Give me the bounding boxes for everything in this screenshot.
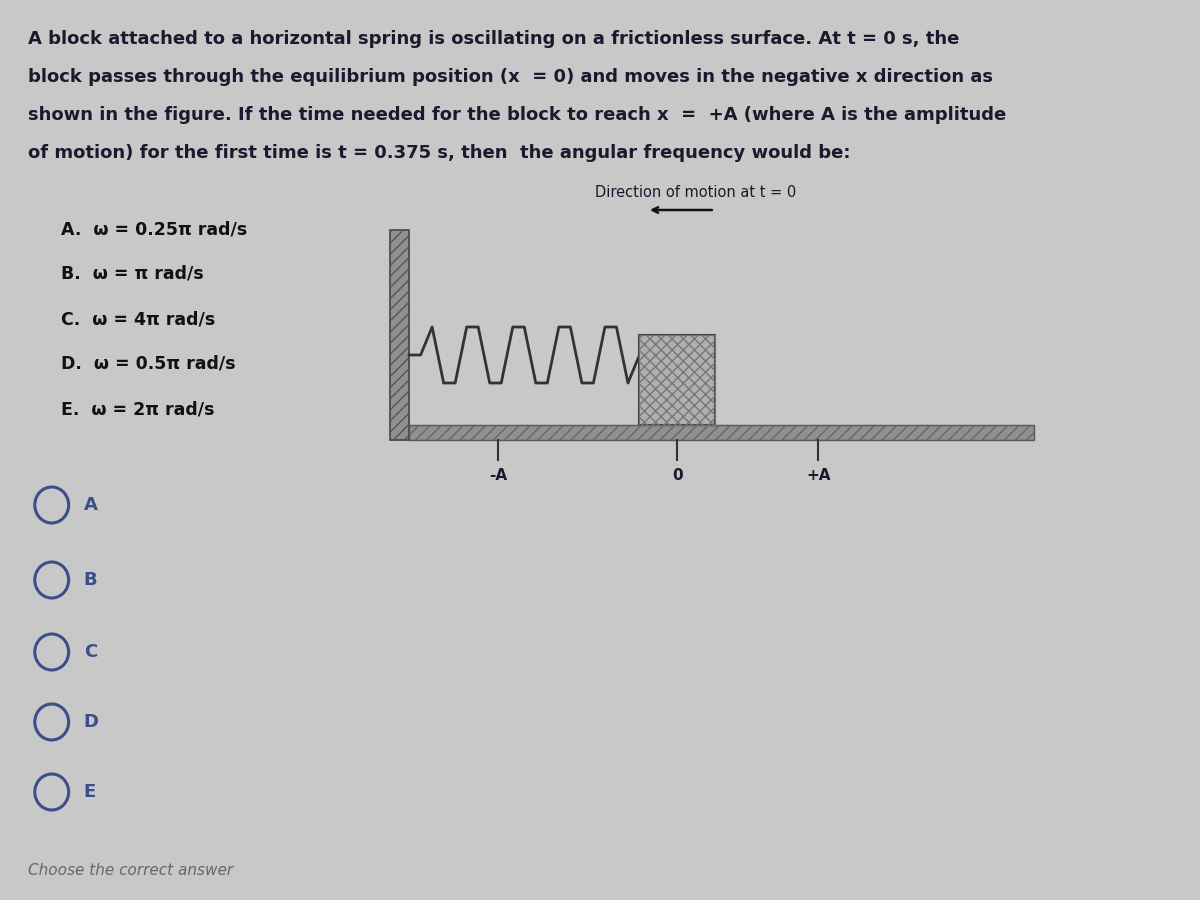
Text: D: D xyxy=(84,713,98,731)
Text: B: B xyxy=(84,571,97,589)
Bar xyxy=(390,230,409,440)
Text: D.  ω = 0.5π rad/s: D. ω = 0.5π rad/s xyxy=(61,355,235,373)
Bar xyxy=(640,335,715,425)
Text: B.  ω = π rad/s: B. ω = π rad/s xyxy=(61,265,204,283)
Text: shown in the figure. If the time needed for the block to reach x  =  +A (where A: shown in the figure. If the time needed … xyxy=(29,106,1007,124)
Text: A block attached to a horizontal spring is oscillating on a frictionless surface: A block attached to a horizontal spring … xyxy=(29,30,960,48)
Text: block passes through the equilibrium position (x  = 0) and moves in the negative: block passes through the equilibrium pos… xyxy=(29,68,994,86)
Text: 0: 0 xyxy=(672,468,683,483)
Bar xyxy=(390,230,409,440)
Bar xyxy=(409,425,1034,440)
Text: E.  ω = 2π rad/s: E. ω = 2π rad/s xyxy=(61,400,215,418)
Text: +A: +A xyxy=(806,468,830,483)
Bar xyxy=(409,425,1034,440)
Text: A.  ω = 0.25π rad/s: A. ω = 0.25π rad/s xyxy=(61,220,247,238)
Text: -A: -A xyxy=(490,468,508,483)
Text: C: C xyxy=(84,643,97,661)
Text: E: E xyxy=(84,783,96,801)
Text: C.  ω = 4π rad/s: C. ω = 4π rad/s xyxy=(61,310,215,328)
Text: A: A xyxy=(84,496,97,514)
Text: Direction of motion at t = 0: Direction of motion at t = 0 xyxy=(595,185,797,200)
Text: of motion) for the first time is t = 0.375 s, then  the angular frequency would : of motion) for the first time is t = 0.3… xyxy=(29,144,851,162)
Text: Choose the correct answer: Choose the correct answer xyxy=(29,863,233,878)
Bar xyxy=(640,335,715,425)
